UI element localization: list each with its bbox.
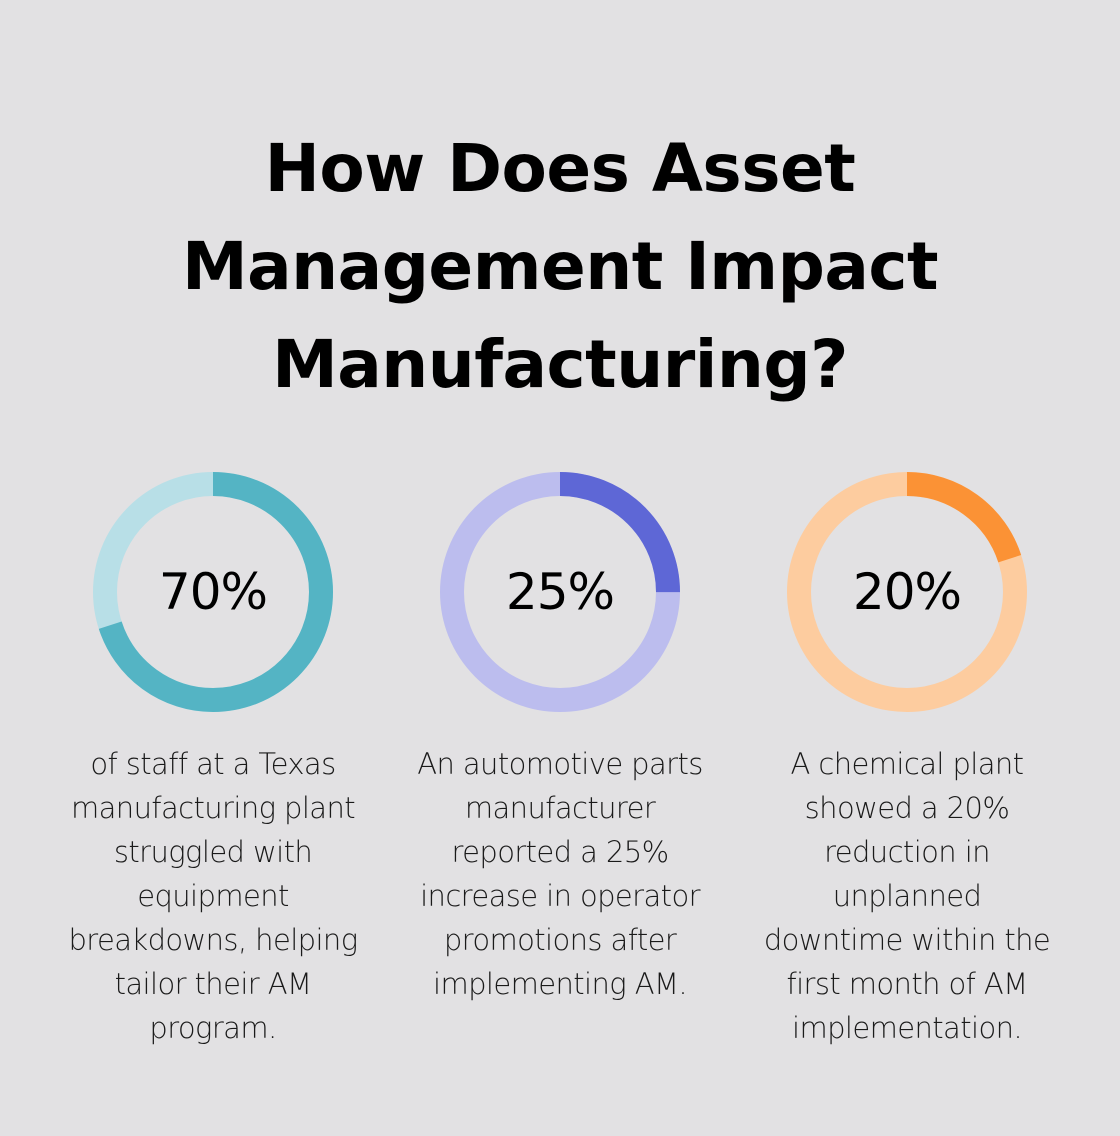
description-3-line: implementation.: [792, 1011, 1023, 1045]
donut-fill-2: [440, 472, 680, 712]
percentage-label-3: 20%: [852, 563, 962, 621]
description-1-line: breakdowns, helping: [68, 923, 358, 957]
description-3-line: reduction in: [824, 835, 990, 869]
description-1: of staff at a Texas manufacturing plant …: [58, 742, 368, 1050]
description-1-line: manufacturing plant: [70, 791, 356, 825]
donut-fill-1: [93, 472, 333, 712]
description-3-line: A chemical plant: [790, 747, 1025, 781]
donut-fill-3: [787, 472, 1027, 712]
description-3-line: downtime within the: [763, 923, 1051, 957]
description-3-line: showed a 20%: [804, 791, 1010, 825]
percentage-label-2: 25%: [505, 563, 615, 621]
description-3: A chemical plant showed a 20% reduction …: [752, 742, 1062, 1050]
donut-chart-3: 20%: [785, 470, 1029, 714]
description-1-line: of staff at a Texas: [90, 747, 336, 781]
description-2-line: implementing AM.: [433, 967, 688, 1001]
donut-svg-1: [93, 472, 333, 712]
description-2-line: reported a 25%: [451, 835, 669, 869]
description-2-line: increase in operator: [420, 879, 700, 913]
description-2: An automotive parts manufacturer reporte…: [405, 742, 715, 1006]
donut-svg-2: [440, 472, 680, 712]
title-line-2: Management Impact: [181, 228, 939, 305]
description-1-line: program.: [149, 1011, 277, 1045]
donut-svg-3: [787, 472, 1027, 712]
donut-chart-1: 70%: [91, 470, 335, 714]
description-3-line: unplanned: [832, 879, 982, 913]
description-2-line: promotions after: [443, 923, 677, 957]
title-line-3: Manufacturing?: [272, 326, 848, 403]
title-line-1: How Does Asset: [264, 130, 856, 207]
description-3-line: first month of AM: [786, 967, 1028, 1001]
description-2-line: An automotive parts: [417, 747, 703, 781]
percentage-label-1: 70%: [158, 563, 268, 621]
donut-chart-2: 25%: [438, 470, 682, 714]
description-1-line: tailor their AM: [114, 967, 312, 1001]
description-2-line: manufacturer: [464, 791, 656, 825]
page-title: How Does Asset Management Impact Manufac…: [0, 120, 1120, 414]
description-1-line: struggled with: [113, 835, 313, 869]
description-1-line: equipment: [137, 879, 289, 913]
